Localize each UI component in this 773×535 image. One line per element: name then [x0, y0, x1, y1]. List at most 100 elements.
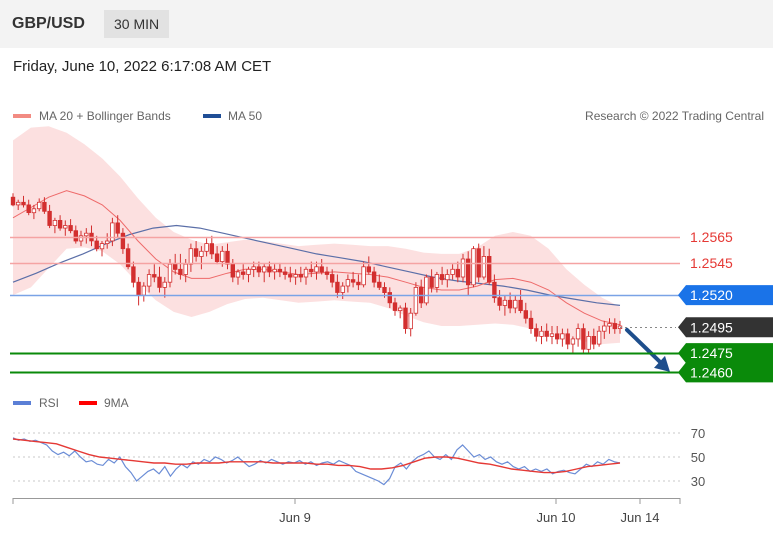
candle-body: [125, 248, 131, 268]
candle: [47, 204, 52, 229]
candle-body: [450, 268, 455, 275]
candle-body: [235, 271, 241, 278]
candle: [534, 323, 539, 342]
candle-body: [282, 271, 288, 275]
candle-body: [68, 225, 73, 232]
candle-body: [230, 263, 235, 278]
candle-body: [256, 266, 262, 273]
rsi-9ma-line: [12, 438, 621, 474]
candle-body: [335, 281, 340, 293]
candle: [549, 326, 555, 345]
candle: [125, 243, 131, 270]
forecast-arrow: [625, 327, 664, 366]
legend-swatch-rsi: [13, 401, 31, 405]
candle: [555, 326, 560, 345]
rsi-tick-label: 70: [691, 426, 705, 441]
candle-body: [319, 266, 324, 273]
candle-body: [429, 276, 434, 288]
candle: [157, 266, 162, 293]
legend-label-ma50: MA 50: [228, 109, 262, 123]
candle-body: [465, 258, 471, 286]
candle-body: [57, 219, 63, 229]
legend-label-ma20: MA 20 + Bollinger Bands: [39, 109, 171, 123]
candle: [172, 253, 178, 275]
level-tag-text: 1.2475: [690, 345, 733, 361]
candle: [486, 248, 492, 285]
candle-body: [178, 268, 183, 275]
candle: [591, 328, 596, 350]
candle: [392, 297, 398, 316]
candle: [178, 253, 183, 280]
candle-body: [272, 268, 277, 273]
candle-body: [94, 240, 99, 250]
candle: [193, 241, 199, 262]
candle-body: [21, 201, 26, 206]
candle-body: [15, 201, 21, 206]
candle-body: [591, 335, 596, 345]
candle: [68, 219, 73, 234]
candle: [319, 259, 324, 275]
candle: [84, 228, 89, 244]
candle: [460, 253, 466, 283]
legend-label-rsi: RSI: [39, 396, 59, 410]
candle-body: [78, 235, 84, 242]
level-label-1: 1.2545: [690, 255, 733, 271]
candle-body: [345, 279, 351, 287]
candle: [397, 305, 403, 319]
candle-body: [329, 274, 335, 283]
candle-body: [424, 276, 429, 304]
candle-body: [481, 255, 487, 278]
candle-body: [204, 243, 209, 252]
candle: [345, 274, 351, 293]
candle-body: [267, 266, 272, 273]
candle: [465, 251, 471, 296]
candle-body: [518, 299, 523, 311]
candle: [434, 271, 440, 293]
candle: [110, 217, 115, 247]
level-tag-3: 1.2495: [678, 317, 773, 338]
candle-body: [460, 258, 466, 278]
timeframe-button[interactable]: 30 MIN: [104, 10, 170, 38]
candle: [408, 308, 413, 337]
level-tag-bg: [678, 362, 773, 383]
candle-body: [596, 330, 602, 345]
chart-timestamp: Friday, June 10, 2022 6:17:08 AM CET: [13, 58, 272, 75]
candle-body: [539, 330, 544, 337]
candle: [214, 246, 220, 265]
candle: [586, 331, 591, 355]
candle-body: [403, 307, 408, 330]
candle: [314, 261, 319, 280]
candle: [602, 320, 607, 339]
candle-body: [549, 333, 555, 337]
level-tag-bg: [678, 317, 773, 338]
candle: [429, 269, 434, 293]
candle-body: [309, 268, 314, 273]
candle-body: [528, 317, 534, 329]
candle: [99, 241, 105, 257]
candle: [371, 266, 377, 288]
candle: [10, 193, 16, 207]
candle: [424, 274, 429, 306]
candle-body: [26, 204, 31, 213]
candle: [162, 277, 167, 298]
candle-body: [408, 312, 413, 330]
candle: [518, 290, 523, 314]
candle-body: [471, 248, 476, 286]
candle: [94, 235, 99, 252]
candle: [199, 246, 204, 270]
candle-body: [293, 274, 298, 278]
level-tag-2: 1.2520: [678, 285, 773, 306]
candle-body: [162, 281, 167, 288]
candle-body: [382, 286, 387, 293]
rsi-panel: 70 50 30: [12, 426, 705, 489]
candle-body: [261, 266, 267, 273]
candle: [329, 269, 335, 288]
level-tag-text: 1.2460: [690, 364, 733, 380]
candle-body: [209, 243, 214, 255]
candle-body: [397, 307, 403, 311]
level-tag-text: 1.2495: [690, 319, 733, 335]
candle: [612, 318, 617, 334]
candle: [492, 274, 497, 303]
candle: [544, 323, 549, 342]
candle-body: [193, 248, 199, 257]
